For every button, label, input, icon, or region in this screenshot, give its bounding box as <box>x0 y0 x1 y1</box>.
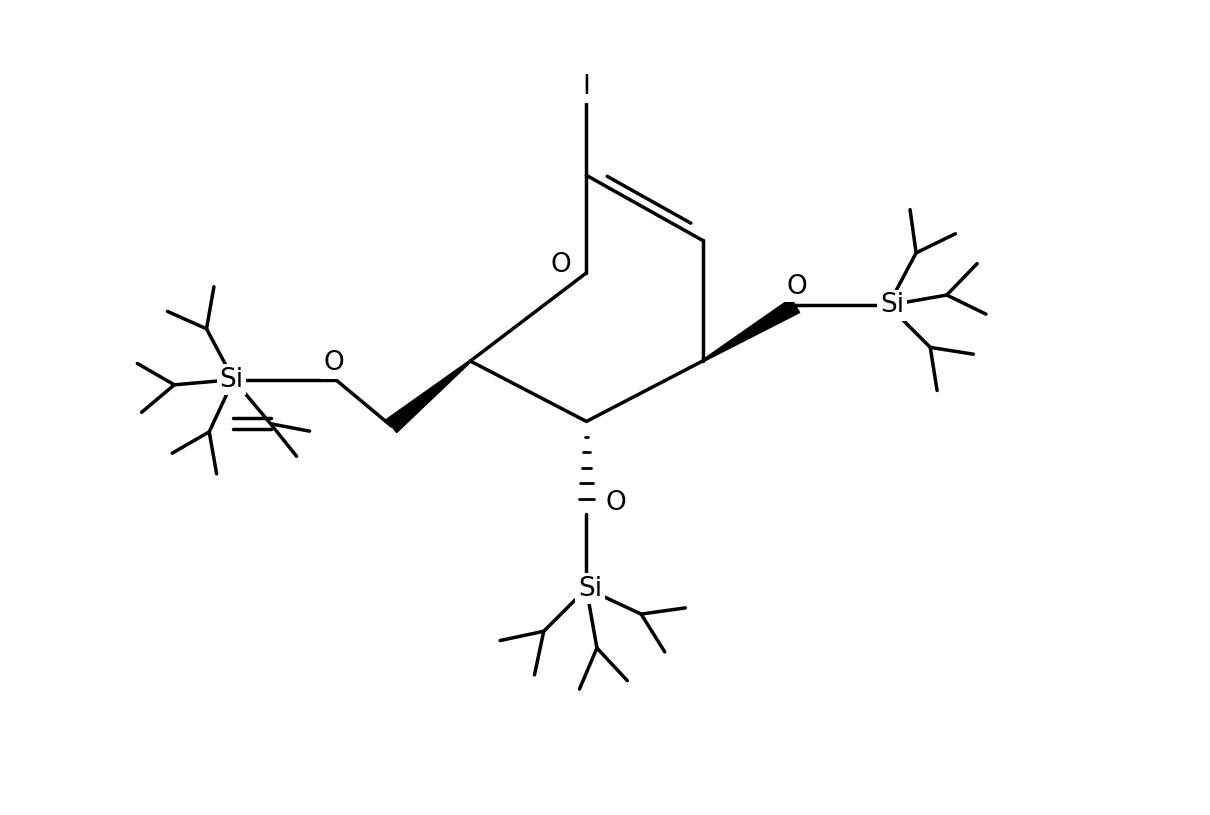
Text: O: O <box>323 350 344 376</box>
Text: O: O <box>786 274 807 300</box>
Text: Si: Si <box>220 367 243 393</box>
Text: Si: Si <box>880 293 904 319</box>
Text: Si: Si <box>578 575 603 601</box>
Text: I: I <box>582 74 590 100</box>
Text: O: O <box>551 253 571 279</box>
Text: O: O <box>606 490 627 516</box>
Polygon shape <box>386 360 471 433</box>
Polygon shape <box>702 298 800 362</box>
